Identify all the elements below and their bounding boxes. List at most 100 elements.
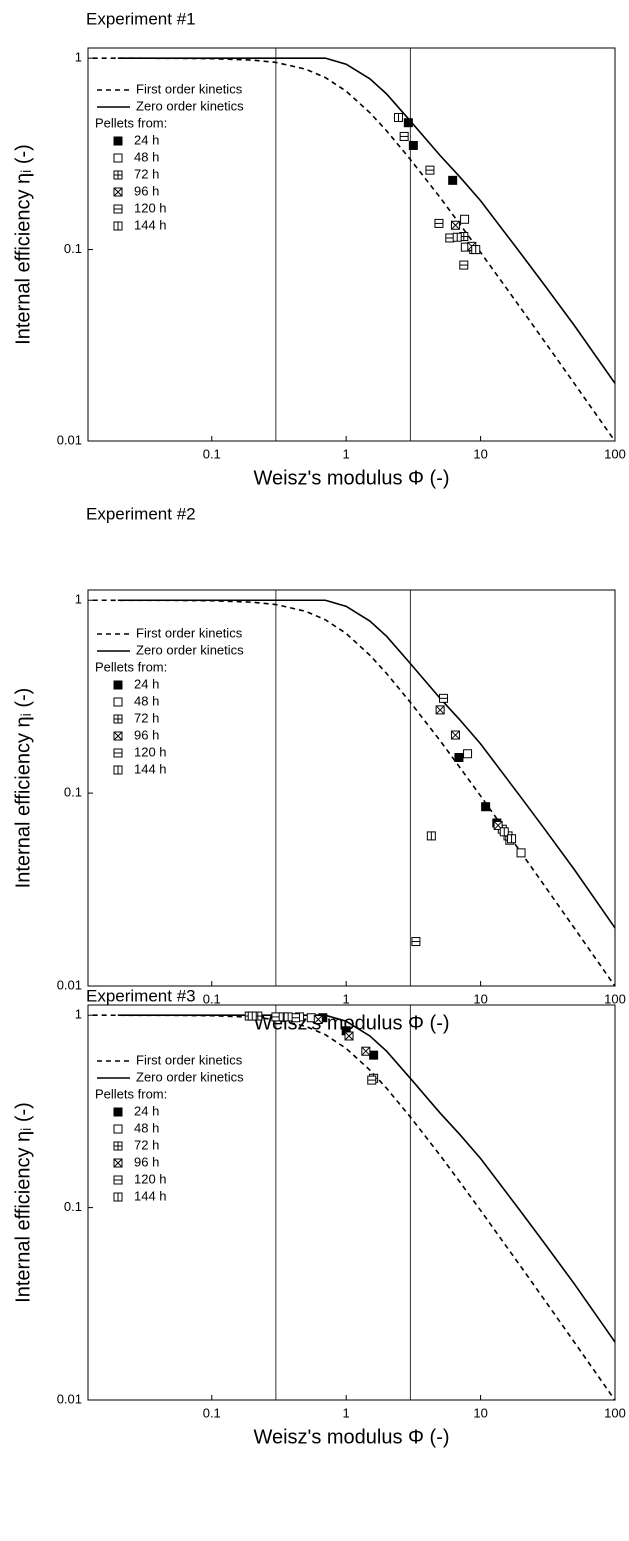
x-tick-label: 1 [343,446,350,461]
legend-label: 96 h [134,1154,159,1169]
marker [403,118,413,128]
legend-label: First order kinetics [136,1052,243,1067]
marker [459,260,469,270]
legend-swatch [113,731,123,741]
legend-label: 24 h [134,676,159,691]
legend-label: 96 h [134,727,159,742]
marker-box [113,680,123,690]
marker-box [113,136,123,146]
marker [448,175,458,185]
legend-heading: Pellets from: [95,659,167,674]
marker [493,820,503,830]
legend-label: 72 h [134,710,159,725]
curve [92,57,616,442]
legend-label: Zero order kinetics [136,1069,244,1084]
x-tick-label: 0.1 [203,446,221,461]
marker [507,834,517,844]
x-tick-label: 10 [473,446,487,461]
x-tick-label: 100 [604,446,626,461]
marker-stroke [113,731,123,741]
marker [426,831,436,841]
legend-label: 24 h [134,132,159,147]
marker-box [408,140,418,150]
marker-box [113,1124,123,1134]
y-tick-label: 0.1 [64,1199,82,1214]
y-tick-label: 1 [75,50,82,65]
marker [452,232,462,242]
legend-heading: Pellets from: [95,1086,167,1101]
marker-box [113,697,123,707]
legend-label: 144 h [134,1188,167,1203]
marker-box [113,153,123,163]
x-tick-label: 1 [343,991,350,1006]
legend-swatch [113,1107,123,1117]
y-axis-label: Internal efficiency ηᵢ (-) [12,144,34,345]
marker-stroke [435,705,445,715]
marker-stroke [344,1031,354,1041]
y-tick-label: 0.1 [64,241,82,256]
legend-swatch [113,680,123,690]
x-axis-label: Weisz's modulus Φ (-) [253,467,449,489]
marker [344,1031,354,1041]
legend-label: 72 h [134,1137,159,1152]
x-tick-label: 10 [473,991,487,1006]
legend-label: 120 h [134,1171,167,1186]
legend-swatch [113,153,123,163]
legend-swatch [113,187,123,197]
legend-label: Zero order kinetics [136,642,244,657]
plot-frame [87,47,616,442]
marker-box [454,752,464,762]
marker-stroke [451,730,460,740]
marker [313,1014,323,1024]
marker [271,1012,281,1022]
marker [481,802,491,812]
marker-stroke [451,220,460,230]
legend-heading: Pellets from: [95,115,167,130]
marker [471,245,481,255]
legend-label: 144 h [134,217,167,232]
marker-box [460,214,470,224]
marker [369,1050,379,1060]
marker [247,1011,257,1021]
marker [434,218,444,228]
legend-label: 144 h [134,761,167,776]
marker-box [463,749,473,759]
marker [283,1012,293,1022]
y-tick-label: 0.01 [57,432,82,447]
y-axis-label: Internal efficiency ηᵢ (-) [12,688,34,889]
marker-stroke [493,821,503,830]
marker [435,705,445,715]
legend-swatch [113,204,123,214]
marker [408,140,418,150]
legend-swatch [113,765,123,775]
chart-title: Experiment #3 [86,986,196,1005]
chart-title: Experiment #2 [86,504,196,523]
marker [411,937,421,947]
marker [445,233,455,243]
legend-swatch [113,748,123,758]
marker [291,1013,301,1023]
marker [450,730,460,740]
curve [92,599,616,987]
x-tick-label: 100 [604,991,626,1006]
legend-label: First order kinetics [136,81,243,96]
legend-label: Zero order kinetics [136,98,244,113]
marker [439,693,449,703]
legend-swatch [113,1192,123,1202]
y-tick-label: 0.1 [64,785,82,800]
legend-swatch [113,221,123,231]
y-tick-label: 1 [75,1007,82,1022]
plot-frame [87,1004,616,1401]
marker-box [448,175,458,185]
x-tick-label: 100 [604,1405,626,1420]
curve [117,599,616,929]
marker [425,165,435,175]
marker [516,848,526,858]
marker [393,112,403,122]
marker-box [516,848,526,858]
marker-stroke [113,187,123,197]
marker-box [369,1050,379,1060]
x-tick-label: 0.1 [203,1405,221,1420]
marker [454,752,464,762]
